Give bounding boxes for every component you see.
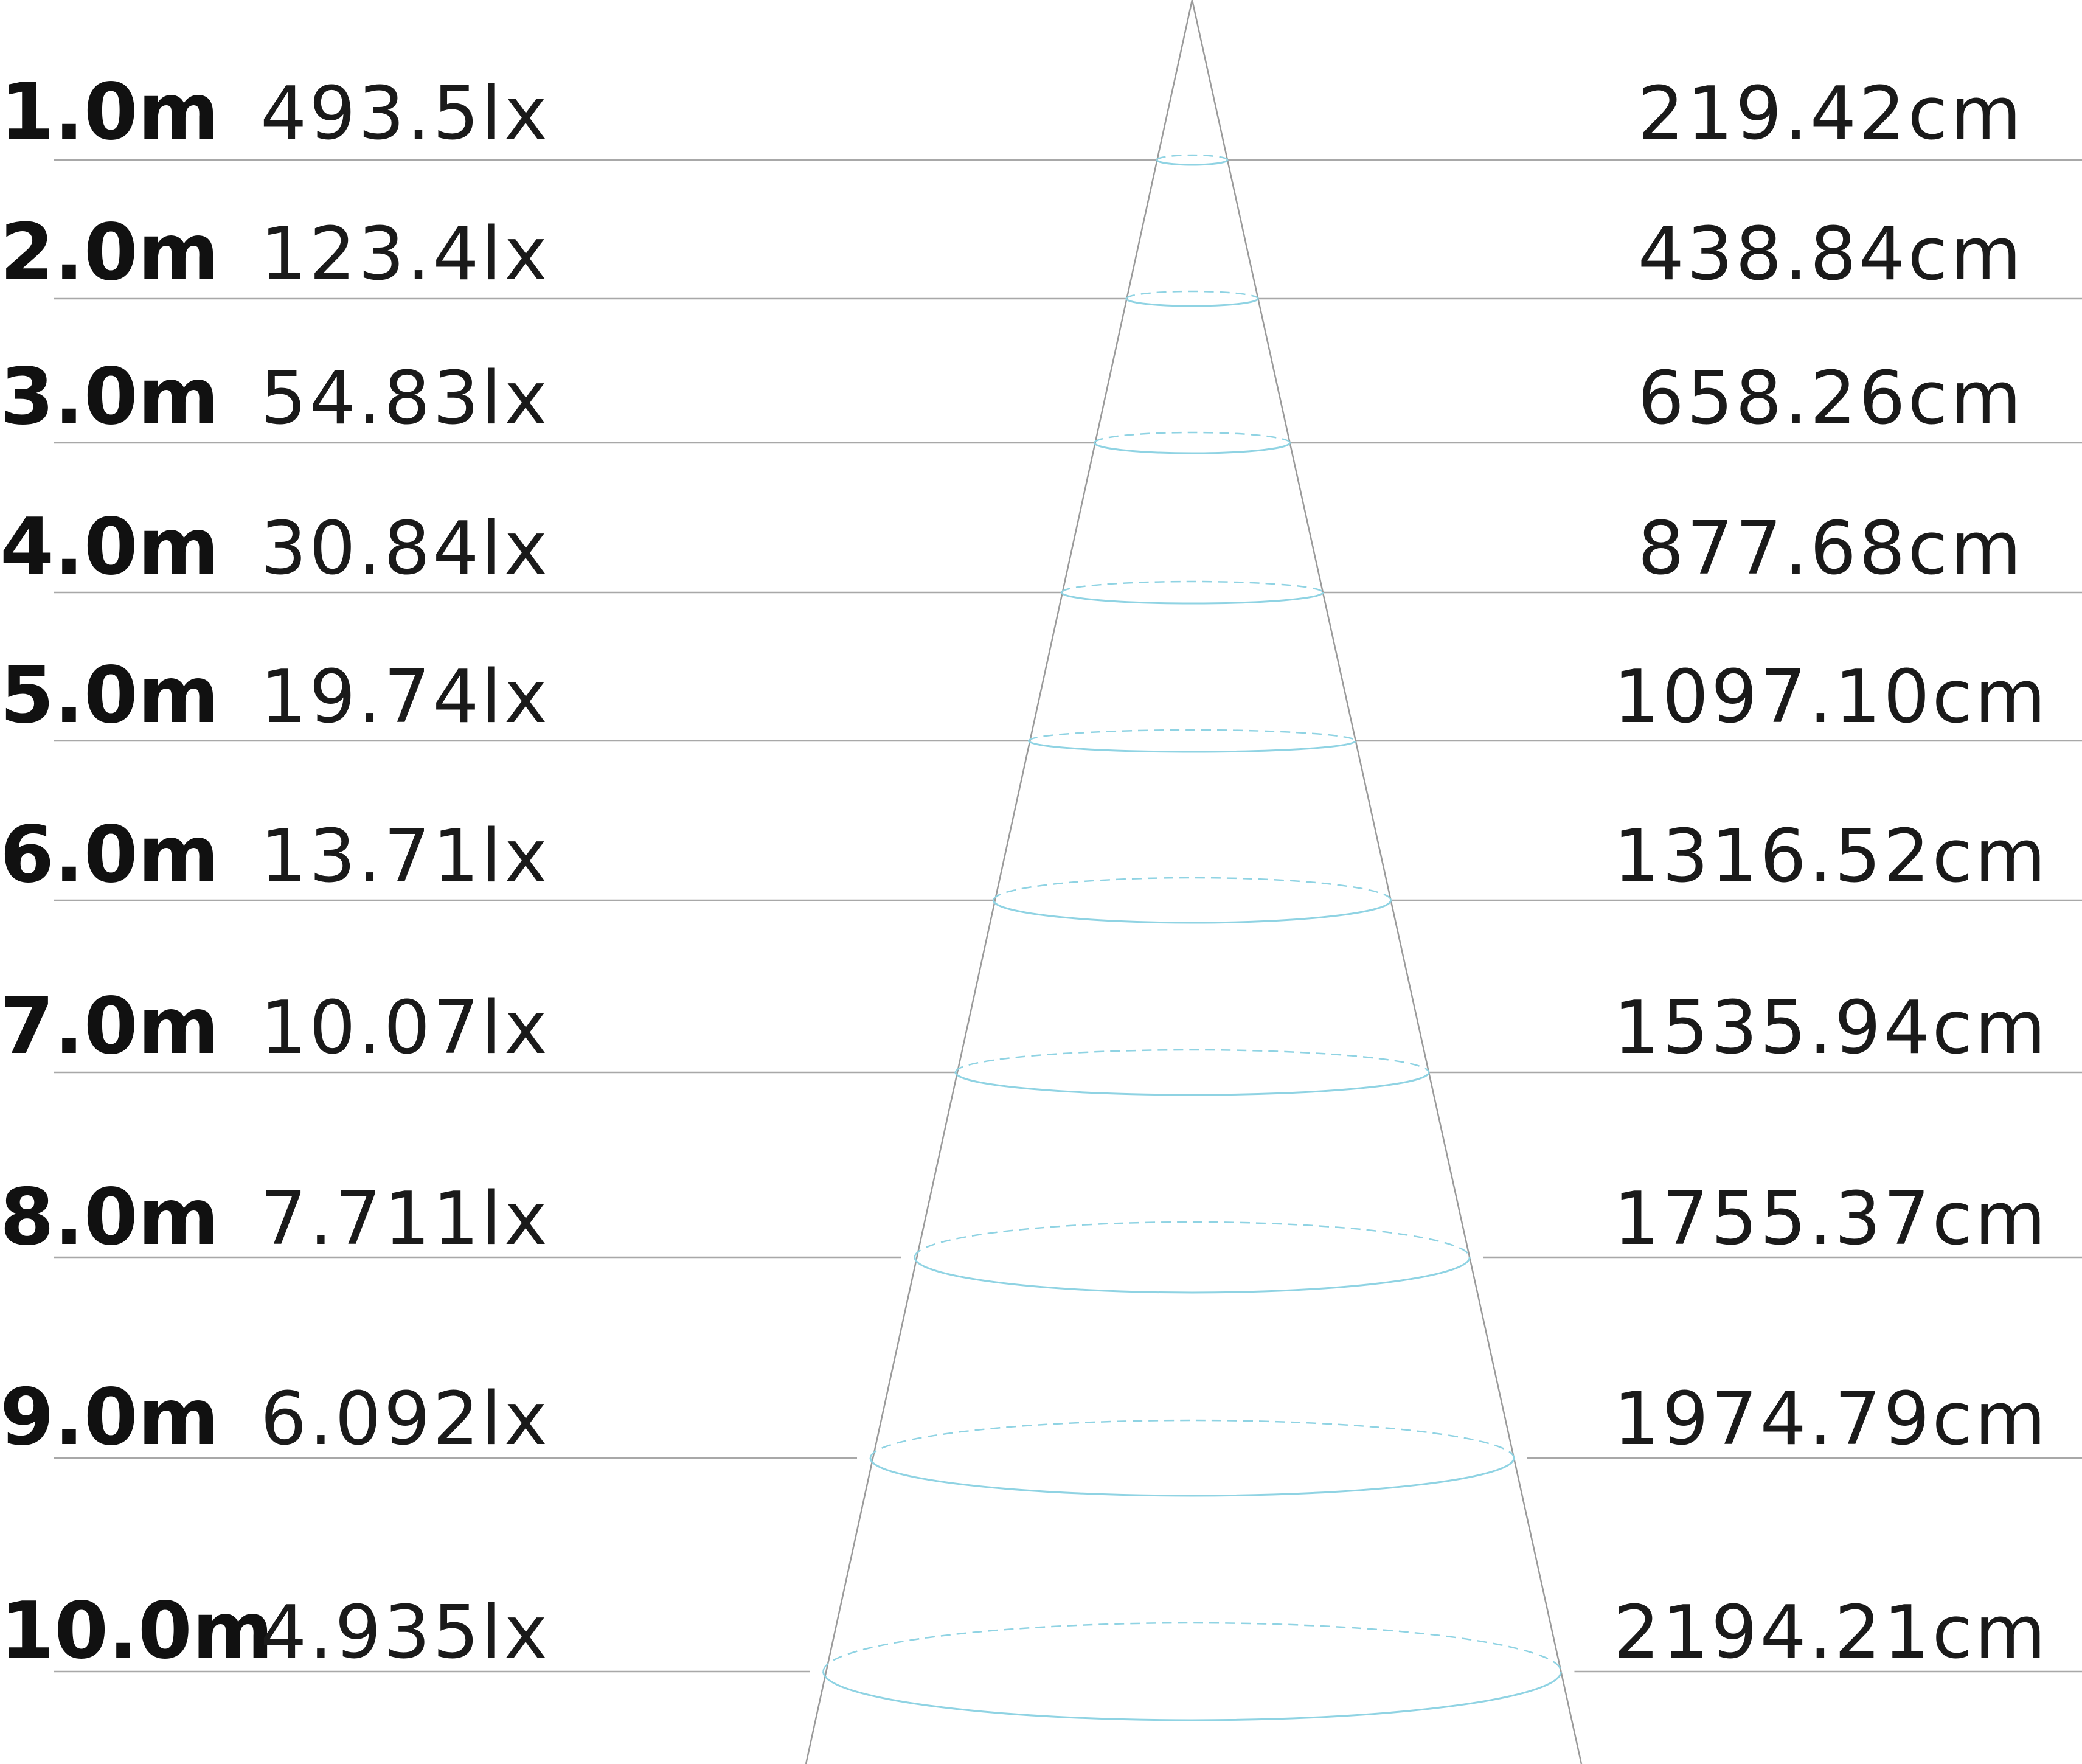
beam-ellipse-front — [1027, 740, 1357, 753]
illuminance-label: 13.71lx — [260, 814, 550, 899]
beam-ellipse-front — [992, 900, 1392, 924]
illuminance-label: 4.935lx — [260, 1591, 550, 1675]
beam-ellipse-back — [822, 1622, 1562, 1672]
beam-ellipse-front — [1093, 442, 1291, 454]
beam-ellipse-back — [1060, 580, 1324, 593]
distance-label: 5.0m — [0, 650, 219, 741]
diameter-label: 219.42cm — [1638, 72, 2024, 156]
illuminance-label: 493.5lx — [260, 72, 550, 156]
row-divider-lines — [54, 159, 2082, 1673]
beam-ellipse-back — [993, 877, 1392, 901]
beam-ellipse-front — [1060, 592, 1324, 605]
distance-label: 7.0m — [0, 981, 219, 1072]
diameter-label: 438.84cm — [1638, 212, 2024, 297]
cone-left-edge — [805, 0, 1193, 1764]
beam-ellipses — [822, 154, 1562, 1721]
beam-ellipse-back — [914, 1221, 1471, 1258]
beam-ellipse-front — [1156, 159, 1229, 166]
distance-label: 1.0m — [0, 67, 219, 158]
row-labels: 1.0m 493.5lx 219.42cm 2.0m 123.4lx 438.84cm 3.… — [0, 67, 2048, 1676]
beam-ellipse-back — [1094, 431, 1291, 443]
illuminance-label: 10.07lx — [260, 986, 550, 1071]
beam-ellipse-front — [822, 1671, 1562, 1721]
diameter-label: 877.68cm — [1638, 507, 2024, 591]
illuminance-label: 19.74lx — [260, 655, 550, 740]
illuminance-label: 54.83lx — [260, 356, 550, 441]
beam-cone — [805, 0, 1583, 1764]
illuminance-label: 30.84lx — [260, 507, 550, 591]
distance-label: 8.0m — [0, 1172, 219, 1263]
beam-ellipse-front — [954, 1072, 1430, 1096]
beam-ellipse-front — [1125, 298, 1259, 307]
illuminance-label: 6.092lx — [260, 1377, 550, 1462]
cone-right-edge — [1191, 0, 1583, 1764]
distance-label: 4.0m — [0, 502, 219, 592]
beam-ellipse-front — [869, 1457, 1515, 1497]
diameter-label: 1974.79cm — [1613, 1377, 2048, 1462]
beam-ellipse-back — [1125, 290, 1259, 299]
distance-label: 9.0m — [0, 1372, 219, 1463]
diameter-label: 1535.94cm — [1613, 986, 2048, 1071]
illuminance-label: 123.4lx — [260, 212, 550, 297]
diameter-label: 1097.10cm — [1613, 655, 2048, 740]
diameter-label: 2194.21cm — [1613, 1591, 2048, 1675]
beam-ellipse-back — [1156, 154, 1229, 161]
distance-label: 10.0m — [0, 1586, 273, 1676]
beam-ellipse-front — [914, 1257, 1471, 1294]
illuminance-label: 7.711lx — [260, 1177, 550, 1262]
diameter-label: 1316.52cm — [1613, 814, 2048, 899]
diameter-label: 658.26cm — [1638, 356, 2024, 441]
distance-label: 6.0m — [0, 810, 219, 900]
beam-ellipse-back — [954, 1049, 1430, 1073]
beam-ellipse-back — [869, 1419, 1515, 1459]
beam-ellipse-back — [1027, 729, 1357, 741]
distance-label: 3.0m — [0, 352, 219, 442]
diameter-label: 1755.37cm — [1613, 1177, 2048, 1262]
distance-label: 2.0m — [0, 207, 219, 298]
